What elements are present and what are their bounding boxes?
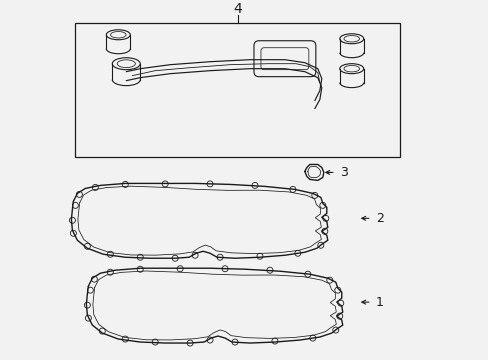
Bar: [75, 23, 399, 157]
Text: 2: 2: [375, 212, 383, 225]
Text: 3: 3: [339, 166, 347, 179]
Text: 1: 1: [375, 296, 383, 309]
Text: 4: 4: [233, 2, 242, 16]
